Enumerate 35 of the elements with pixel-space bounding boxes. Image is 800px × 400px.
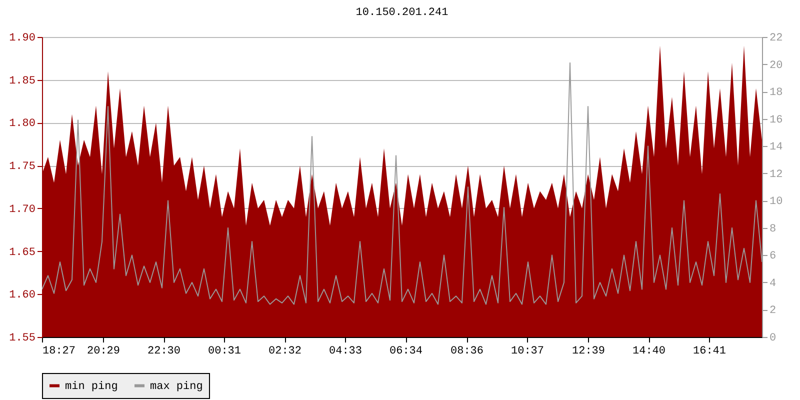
- y2-tick-label: 16: [770, 114, 783, 126]
- y2-tick-label: 20: [770, 60, 783, 72]
- x-tick-label: 04:33: [328, 346, 362, 358]
- x-tick-label: 10:37: [510, 346, 544, 358]
- x-tick-label: 12:39: [572, 346, 606, 358]
- y-tick-label: 1.85: [9, 75, 36, 88]
- y2-tick-label: 6: [770, 250, 776, 263]
- x-tick-label: 20:29: [86, 346, 120, 358]
- x-tick-label: 08:36: [450, 346, 484, 358]
- y-tick-label: 1.70: [9, 204, 36, 216]
- y2-tick-label: 4: [770, 278, 776, 290]
- y2-tick-label: 10: [770, 196, 783, 208]
- y-tick-label: 1.55: [9, 332, 36, 344]
- y-tick-label: 1.65: [9, 246, 36, 259]
- legend-label: min ping: [65, 380, 118, 393]
- y2-tick-label: 22: [770, 32, 783, 44]
- y-tick-label: 1.60: [9, 290, 36, 302]
- y-tick-label: 1.90: [9, 32, 36, 44]
- x-tick-label: 00:31: [208, 346, 242, 358]
- y2-tick-label: 8: [770, 223, 776, 236]
- legend-label: max ping: [150, 380, 203, 393]
- y2-tick-label: 18: [770, 87, 783, 100]
- y2-tick-label: 14: [770, 142, 784, 154]
- y2-tick-label: 0: [770, 332, 776, 344]
- x-tick-label: 16:41: [692, 346, 726, 358]
- x-tick-label: 22:30: [147, 346, 181, 358]
- x-tick-label: 18:27: [42, 346, 76, 358]
- y2-tick-label: 2: [770, 305, 776, 318]
- y-tick-label: 1.75: [9, 161, 36, 174]
- y-tick-label: 1.80: [9, 118, 36, 130]
- x-tick-label: 14:40: [632, 346, 666, 358]
- x-tick-label: 02:32: [268, 346, 302, 358]
- y2-tick-label: 12: [770, 168, 783, 181]
- chart-title: 10.150.201.241: [356, 7, 449, 19]
- x-tick-label: 06:34: [389, 346, 423, 358]
